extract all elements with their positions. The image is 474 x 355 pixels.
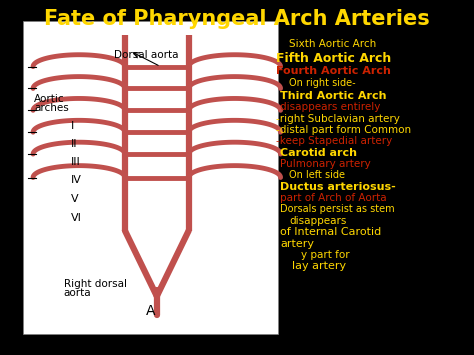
Text: Fifth Aortic Arch: Fifth Aortic Arch [276, 52, 391, 65]
Text: arches: arches [34, 103, 69, 113]
Text: Pulmonary artery: Pulmonary artery [280, 159, 371, 169]
Bar [23, 21, 278, 334]
Text: Dorsals persist as stem: Dorsals persist as stem [280, 204, 395, 214]
Text: On left side: On left side [290, 170, 346, 180]
Text: -right Subclavian artery: -right Subclavian artery [276, 114, 400, 124]
Text: Right dorsal: Right dorsal [64, 279, 127, 289]
Text: Third Aortic Arch: Third Aortic Arch [280, 91, 387, 101]
Text: of Internal Carotid: of Internal Carotid [280, 227, 382, 237]
Text: Sixth Aortic Arch: Sixth Aortic Arch [290, 39, 377, 49]
Text: VI: VI [71, 213, 82, 223]
Text: On right side-: On right side- [290, 78, 356, 88]
Text: Dorsal aorta: Dorsal aorta [114, 50, 179, 60]
Text: Carotid arch: Carotid arch [280, 148, 357, 158]
Text: IV: IV [71, 175, 82, 185]
Text: disappears: disappears [290, 216, 347, 226]
Text: part of Arch of Aorta: part of Arch of Aorta [280, 193, 387, 203]
Text: Aortic: Aortic [34, 94, 65, 104]
Text: A: A [146, 304, 155, 318]
Text: Ductus arteriosus-: Ductus arteriosus- [280, 182, 396, 192]
Text: Fourth Aortic Arch: Fourth Aortic Arch [276, 66, 391, 76]
Text: -distal part form Common: -distal part form Common [276, 125, 411, 135]
Text: Fate of Pharyngeal Arch Arteries: Fate of Pharyngeal Arch Arteries [44, 9, 430, 29]
Text: y part for: y part for [301, 250, 349, 260]
Text: I: I [71, 121, 74, 131]
Text: disappears entirely: disappears entirely [280, 102, 381, 112]
Text: Dorsal aorta: Dorsal aorta [100, 336, 156, 345]
Text: aorta: aorta [64, 288, 91, 298]
Text: artery: artery [280, 239, 314, 248]
Text: III: III [71, 157, 81, 166]
Text: lay artery: lay artery [292, 261, 346, 271]
Text: V: V [71, 194, 78, 204]
Text: -keep Stapedial artery: -keep Stapedial artery [276, 136, 392, 146]
Text: II: II [71, 139, 77, 149]
